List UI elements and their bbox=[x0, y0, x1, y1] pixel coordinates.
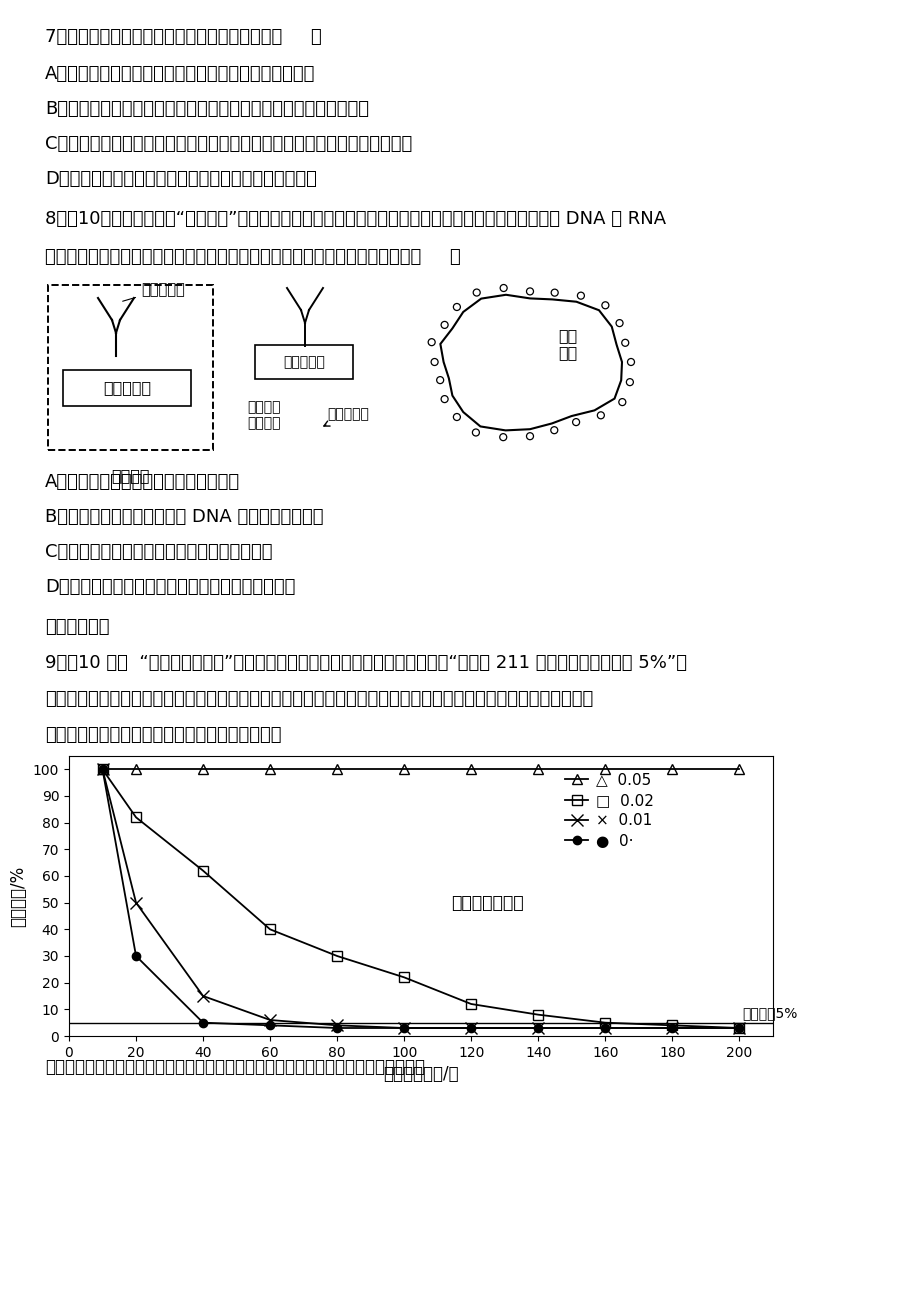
×  0.01 bbox=[96, 762, 108, 777]
Text: 为种群可以维持存活为标准。研究人员用这种方法对某地大熊猫的种群存活力进行了分析，研究了初始种群规模、环: 为种群可以维持存活为标准。研究人员用这种方法对某地大熊猫的种群存活力进行了分析，… bbox=[45, 690, 593, 708]
Text: C．仅注射生物导弹不能对肖瘾细胞起抑制作用: C．仅注射生物导弹不能对肖瘾细胞起抑制作用 bbox=[45, 543, 272, 561]
×  0.01 bbox=[398, 1021, 409, 1036]
●  0· bbox=[599, 1021, 610, 1036]
Text: 环境阻力的大小: 环境阻力的大小 bbox=[451, 893, 524, 911]
●  0· bbox=[532, 1021, 543, 1036]
Text: 8．（10分）下图是一种“生物导弹”的作用原理示意图。阿霉素是微生物的代谢产物，进入人体后可抑制 DNA 和 RNA: 8．（10分）下图是一种“生物导弹”的作用原理示意图。阿霉素是微生物的代谢产物，… bbox=[45, 210, 665, 228]
Line: △  0.05: △ 0.05 bbox=[97, 764, 743, 775]
△  0.05 bbox=[599, 762, 610, 777]
Bar bbox=[62, 370, 191, 406]
Text: 肖瘾
细胞: 肖瘾 细胞 bbox=[558, 328, 577, 361]
×  0.01 bbox=[532, 1021, 543, 1036]
Legend: △  0.05, □  0.02, ×  0.01, ●  0·: △ 0.05, □ 0.02, × 0.01, ● 0· bbox=[559, 767, 659, 854]
□  0.02 bbox=[96, 762, 108, 777]
●  0· bbox=[96, 762, 108, 777]
●  0· bbox=[465, 1021, 476, 1036]
Bar bbox=[48, 285, 213, 450]
×  0.01 bbox=[599, 1021, 610, 1036]
Text: 9．（10 分）  “种群存活力分析”是一种了解种群灭绝机制的方法，该方法以：“种群在 211 年内的灭绝概率小于 5%”作: 9．（10 分） “种群存活力分析”是一种了解种群灭绝机制的方法，该方法以：“种… bbox=[45, 654, 686, 672]
Text: 活化阿霉素: 活化阿霉素 bbox=[323, 408, 369, 426]
□  0.02 bbox=[666, 1018, 677, 1034]
X-axis label: 初始种群规模/只: 初始种群规模/只 bbox=[382, 1065, 459, 1083]
●  0· bbox=[733, 1021, 744, 1036]
△  0.05 bbox=[532, 762, 543, 777]
Line: ×  0.01: × 0.01 bbox=[96, 764, 744, 1034]
Text: 境阻力的大小对大熊猫存活力的影响，结果如图。: 境阻力的大小对大熊猫存活力的影响，结果如图。 bbox=[45, 727, 281, 743]
×  0.01 bbox=[465, 1021, 476, 1036]
×  0.01 bbox=[130, 894, 142, 910]
Text: 生物导弹: 生物导弹 bbox=[111, 467, 150, 483]
Text: 二、非选择题: 二、非选择题 bbox=[45, 618, 109, 635]
Text: A．单克隆抗体由杂交瘾细胞合成和分泌: A．单克隆抗体由杂交瘾细胞合成和分泌 bbox=[45, 473, 240, 491]
●  0· bbox=[398, 1021, 409, 1036]
□  0.02 bbox=[130, 810, 142, 825]
△  0.05 bbox=[465, 762, 476, 777]
Y-axis label: 灭绝概率/%: 灭绝概率/% bbox=[9, 866, 28, 927]
Text: 的合成，是一种抗肖瘾药物，对正常细胞也有一定毒性。下列说法不正确的是（     ）: 的合成，是一种抗肖瘾药物，对正常细胞也有一定毒性。下列说法不正确的是（ ） bbox=[45, 247, 460, 266]
□  0.02 bbox=[198, 863, 209, 879]
×  0.01 bbox=[666, 1021, 677, 1036]
□  0.02 bbox=[532, 1006, 543, 1022]
□  0.02 bbox=[398, 970, 409, 986]
●  0· bbox=[331, 1021, 342, 1036]
Text: B．活化阿霉素抑制细胞中的 DNA 复制，不抑制转录: B．活化阿霉素抑制细胞中的 DNA 复制，不抑制转录 bbox=[45, 508, 323, 526]
□  0.02 bbox=[599, 1014, 610, 1030]
Text: 非活化磷
酸阿霉素: 非活化磷 酸阿霉素 bbox=[246, 400, 280, 430]
□  0.02 bbox=[265, 922, 276, 937]
×  0.01 bbox=[198, 988, 209, 1004]
Text: 7．下列关于细胞结构和功能的叙述，错误的是（     ）: 7．下列关于细胞结构和功能的叙述，错误的是（ ） bbox=[45, 29, 322, 46]
□  0.02 bbox=[465, 996, 476, 1012]
Bar bbox=[255, 345, 353, 379]
Text: A．核膜上的核孔复合体不是遗传物质选择性进出的通道: A．核膜上的核孔复合体不是遗传物质选择性进出的通道 bbox=[45, 65, 315, 83]
Text: 碱性磷酸酶: 碱性磷酸酶 bbox=[103, 380, 151, 396]
△  0.05 bbox=[331, 762, 342, 777]
□  0.02 bbox=[331, 948, 342, 963]
△  0.05 bbox=[96, 762, 108, 777]
Text: C．能识别细胞外化学信号的是受体蛋白，能运输细胞内氨基酸的是载体蛋白: C．能识别细胞外化学信号的是受体蛋白，能运输细胞内氨基酸的是载体蛋白 bbox=[45, 135, 412, 154]
Line: □  0.02: □ 0.02 bbox=[97, 764, 743, 1032]
□  0.02 bbox=[733, 1021, 744, 1036]
Text: D．线粒体的外膜和内膜上都没有转运葡萄糖的载体蛋白: D．线粒体的外膜和内膜上都没有转运葡萄糖的载体蛋白 bbox=[45, 171, 316, 187]
△  0.05 bbox=[666, 762, 677, 777]
●  0· bbox=[198, 1014, 209, 1030]
△  0.05 bbox=[398, 762, 409, 777]
●  0· bbox=[130, 948, 142, 963]
×  0.01 bbox=[331, 1018, 342, 1034]
Text: D．单克隆抗体特异性强，能减轻对正常细胞的伤害: D．单克隆抗体特异性强，能减轻对正常细胞的伤害 bbox=[45, 578, 295, 596]
Text: 碱性磷酸酶: 碱性磷酸酶 bbox=[283, 355, 324, 368]
△  0.05 bbox=[130, 762, 142, 777]
×  0.01 bbox=[733, 1021, 744, 1036]
△  0.05 bbox=[198, 762, 209, 777]
Text: 单克隆抗体: 单克隆抗体 bbox=[122, 283, 185, 301]
×  0.01 bbox=[265, 1012, 276, 1027]
●  0· bbox=[666, 1021, 677, 1036]
△  0.05 bbox=[265, 762, 276, 777]
△  0.05 bbox=[733, 762, 744, 777]
Text: 灭绝概率5%: 灭绝概率5% bbox=[742, 1006, 797, 1021]
Text: B．胰岛细胞合成和分泌胰岛素的过程会使高尔基体膜成分得到更新: B．胰岛细胞合成和分泌胰岛素的过程会使高尔基体膜成分得到更新 bbox=[45, 100, 369, 118]
Text: （注：环境阻力是指生存空间、食物的限制、天敌的捕食等限制种群数量增长因素。）: （注：环境阻力是指生存空间、食物的限制、天敌的捕食等限制种群数量增长因素。） bbox=[45, 1059, 425, 1075]
Line: ●  0·: ● 0· bbox=[98, 766, 743, 1032]
●  0· bbox=[265, 1018, 276, 1034]
